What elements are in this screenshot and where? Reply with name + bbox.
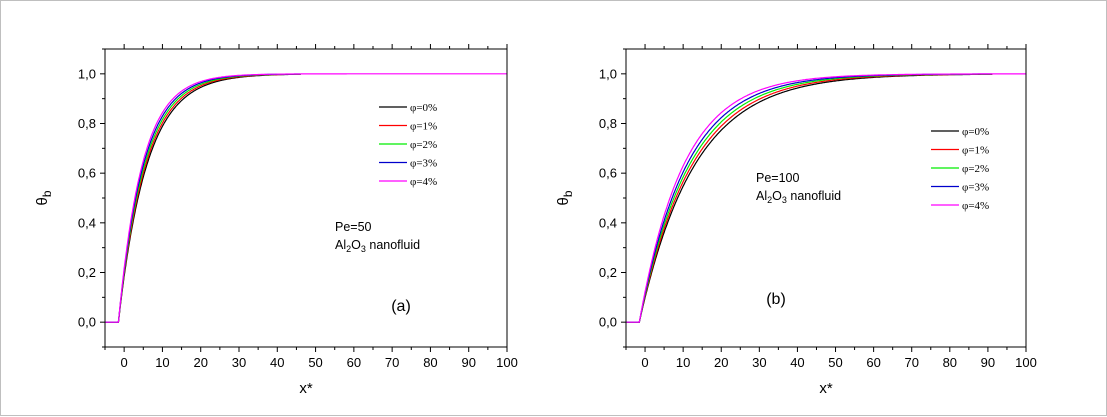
x-axis-label: x*	[819, 380, 833, 397]
y-tick-label: 0,4	[78, 215, 96, 230]
y-tick-label: 1,0	[599, 66, 617, 81]
panel-label: (b)	[766, 291, 786, 308]
annotation-fluid: Al2O3 nanofluid	[756, 189, 841, 205]
y-axis-label: θb	[34, 190, 54, 205]
x-tick-label: 40	[270, 355, 284, 370]
legend-label: φ=3%	[962, 182, 989, 194]
y-axis-label-sub: b	[40, 190, 54, 197]
y-axis-label: θb	[555, 190, 575, 205]
annotation-al: Al	[756, 189, 767, 203]
x-tick-label: 30	[232, 355, 246, 370]
plot-frame	[104, 48, 508, 348]
x-tick-label: 20	[714, 355, 728, 370]
x-tick-label: 100	[496, 355, 518, 370]
x-tick-label: 70	[904, 355, 918, 370]
legend-label: φ=1%	[410, 121, 437, 133]
annotation-rest: nanofluid	[787, 189, 841, 203]
annotation-pe: Pe=50	[335, 220, 372, 234]
legend-label: φ=2%	[962, 163, 989, 175]
annotation-o: O	[772, 189, 782, 203]
x-tick-label: 60	[866, 355, 880, 370]
chart-panel-a: 0 10 20 30 40 50 60 70 80 90 100 0,0 0,2 0,4 0,6 0,8 1,0…	[34, 44, 518, 397]
annotation-sub: 2	[767, 195, 772, 205]
y-tick-label: 1,0	[78, 66, 96, 81]
legend-label: φ=1%	[962, 145, 989, 157]
y-tick-label: 0,6	[599, 166, 617, 181]
annotation-fluid: Al2O3 nanofluid	[335, 238, 420, 254]
y-axis-label-sub: b	[561, 190, 575, 197]
annotation-sub: 2	[346, 244, 351, 254]
x-tick-label: 80	[423, 355, 437, 370]
x-tick-label: 20	[193, 355, 207, 370]
y-tick-label: 0,6	[78, 166, 96, 181]
x-tick-label: 70	[385, 355, 399, 370]
chart-panel-b: 0 10 20 30 40 50 60 70 80 90 100 0,0 0,2 0,4 0,6 0,8 1,0…	[555, 44, 1037, 397]
annotation-sub: 3	[782, 195, 787, 205]
x-tick-label: 40	[790, 355, 804, 370]
series-line	[105, 73, 507, 323]
annotation-al: Al	[335, 238, 346, 252]
y-tick-label: 0,0	[599, 315, 617, 330]
x-tick-label: 0	[641, 355, 648, 370]
x-tick-label: 10	[676, 355, 690, 370]
legend-label: φ=4%	[962, 200, 989, 212]
x-tick-label: 50	[828, 355, 842, 370]
x-tick-label: 90	[981, 355, 995, 370]
x-tick-label: 90	[461, 355, 475, 370]
y-axis-label-main: θ	[555, 197, 572, 205]
x-tick-label: 50	[308, 355, 322, 370]
legend-label: φ=3%	[410, 158, 437, 170]
annotation-rest: nanofluid	[366, 238, 420, 252]
x-tick-label: 80	[943, 355, 957, 370]
x-tick-label: 30	[752, 355, 766, 370]
x-tick-label: 10	[155, 355, 169, 370]
x-tick-label: 100	[1015, 355, 1037, 370]
annotation-o: O	[351, 238, 361, 252]
legend-label: φ=0%	[962, 126, 989, 138]
y-tick-label: 0,8	[599, 116, 617, 131]
x-axis-label: x*	[299, 380, 313, 397]
x-tick-label: 60	[347, 355, 361, 370]
x-tick-label: 0	[121, 355, 128, 370]
y-tick-label: 0,4	[599, 215, 617, 230]
panel-label: (a)	[391, 298, 411, 315]
legend-label: φ=4%	[410, 176, 437, 188]
y-tick-label: 0,8	[78, 116, 96, 131]
y-tick-label: 0,2	[78, 265, 96, 280]
legend-label: φ=0%	[410, 102, 437, 114]
series-line	[626, 73, 1027, 323]
annotation-pe: Pe=100	[756, 171, 799, 185]
legend-label: φ=2%	[410, 139, 437, 151]
y-axis-label-main: θ	[34, 197, 51, 205]
y-tick-label: 0,0	[78, 315, 96, 330]
annotation-sub: 3	[361, 244, 366, 254]
y-tick-label: 0,2	[599, 265, 617, 280]
